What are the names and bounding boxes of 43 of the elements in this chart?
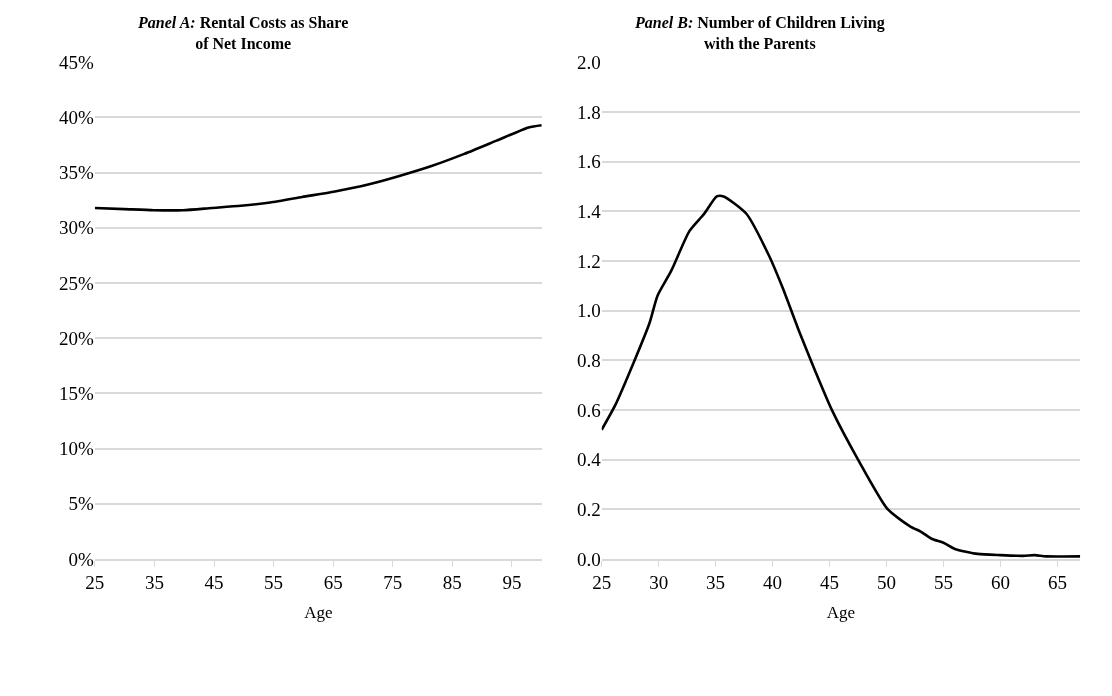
x-tick-label: 60 — [990, 572, 1010, 594]
y-tick-label: 25% — [59, 272, 95, 294]
y-tick-label: 0.0 — [576, 548, 601, 570]
y-tick-label: 0% — [68, 548, 95, 570]
y-tick-label: 1.2 — [576, 250, 601, 272]
x-axis-title: Age — [826, 603, 856, 623]
y-tick-label: 1.8 — [576, 101, 601, 123]
y-tick-label: 30% — [59, 217, 95, 239]
x-tick-label: 55 — [264, 572, 284, 594]
line-series — [94, 123, 542, 212]
x-tick-label: 50 — [877, 572, 897, 594]
y-tick-label: 0.4 — [576, 449, 602, 471]
y-tick-label: 40% — [59, 107, 95, 129]
chart-title: Panel B: Number of Children Living with the Parents — [634, 14, 885, 52]
y-tick-label: 2.0 — [576, 51, 601, 73]
x-tick-label: 55 — [933, 572, 953, 594]
x-tick-label: 30 — [649, 572, 669, 594]
x-tick-label: 85 — [442, 572, 462, 594]
x-tick-label: 25 — [85, 572, 105, 594]
y-tick-label: 1.4 — [576, 200, 602, 222]
x-tick-label: 75 — [383, 572, 403, 594]
x-tick-label: 45 — [204, 572, 224, 594]
y-tick-label: 0.8 — [576, 349, 601, 371]
x-tick-label: 25 — [592, 572, 612, 594]
y-tick-label: 5% — [68, 493, 95, 515]
y-tick-label: 10% — [59, 438, 95, 460]
x-tick-label: 65 — [323, 572, 343, 594]
x-tick-label: 65 — [1047, 572, 1067, 594]
y-tick-label: 0.6 — [576, 399, 601, 421]
x-tick-label: 40 — [763, 572, 783, 594]
y-tick-label: 1.0 — [576, 300, 601, 322]
x-tick-label: 35 — [144, 572, 164, 594]
x-tick-label: 35 — [706, 572, 726, 594]
y-tick-label: 15% — [59, 383, 95, 405]
y-tick-label: 20% — [59, 327, 95, 349]
y-tick-label: 45% — [59, 51, 95, 73]
x-tick-label: 95 — [502, 572, 522, 594]
y-tick-label: 1.6 — [576, 151, 601, 173]
y-tick-label: 35% — [59, 162, 95, 184]
chart-title: Panel A: Rental Costs as Share of Net Income — [137, 14, 349, 52]
y-tick-label: 0.2 — [576, 498, 601, 520]
x-axis-title: Age — [304, 603, 333, 623]
x-tick-label: 45 — [820, 572, 840, 594]
